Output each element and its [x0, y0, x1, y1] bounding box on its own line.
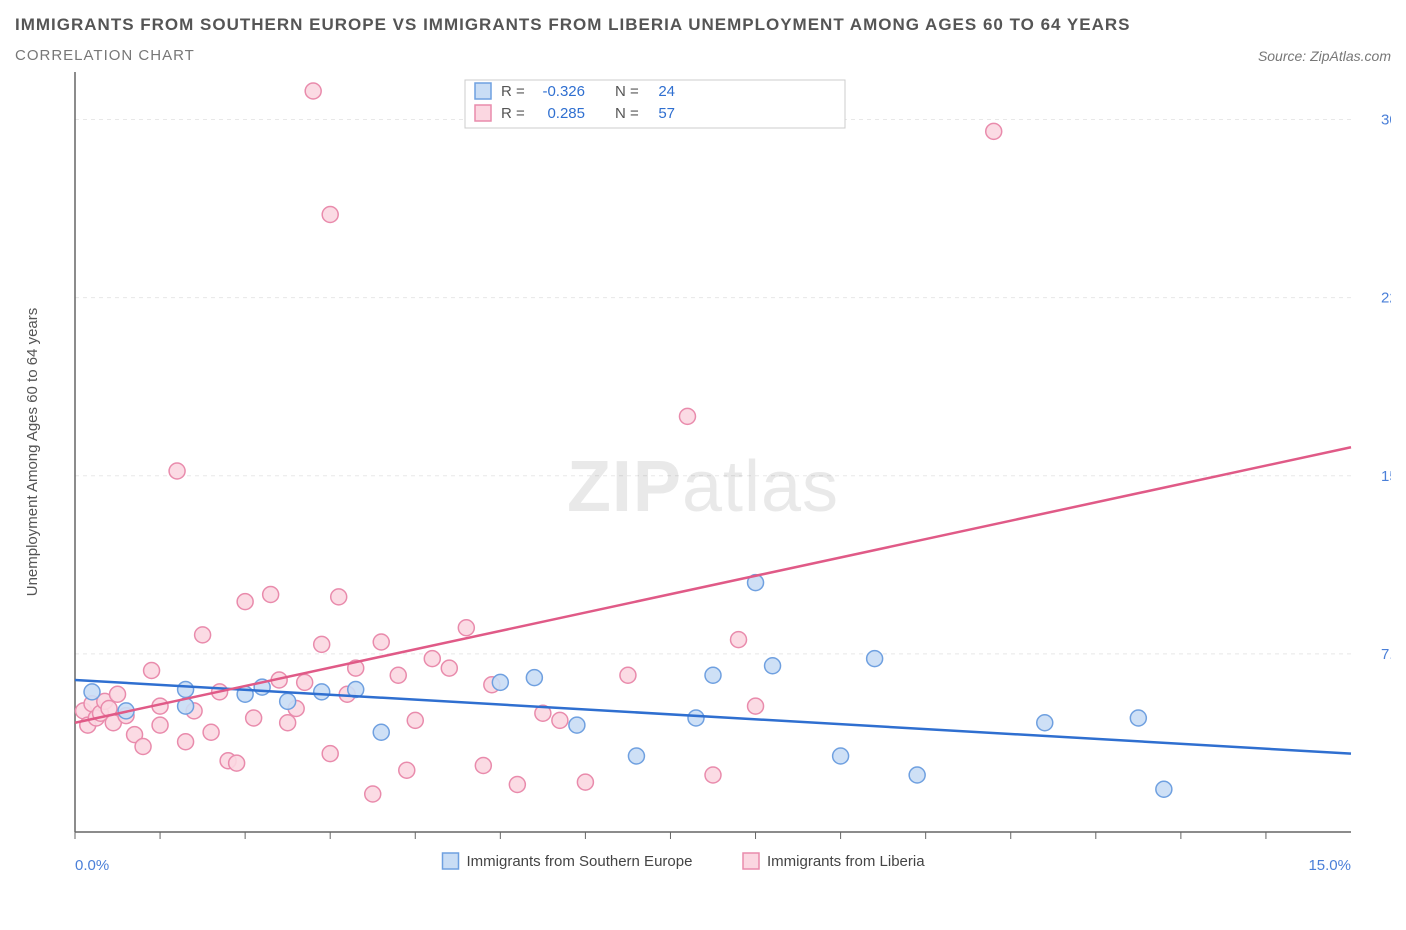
svg-text:15.0%: 15.0% [1381, 468, 1391, 485]
svg-text:30.0%: 30.0% [1381, 112, 1391, 129]
svg-text:0.285: 0.285 [547, 105, 585, 122]
svg-text:N =: N = [615, 83, 639, 100]
page-title: IMMIGRANTS FROM SOUTHERN EUROPE VS IMMIG… [15, 15, 1391, 35]
source-label: Source: ZipAtlas.com [1258, 48, 1391, 64]
correlation-chart: 30.0% 22.5% 15.0% 7.5% 0.0% 15.0% Immigrants f… [15, 72, 1391, 902]
svg-text:0.0%: 0.0% [75, 857, 109, 874]
svg-text:24: 24 [658, 83, 675, 100]
svg-text:N =: N = [615, 105, 639, 122]
svg-text:57: 57 [658, 105, 675, 122]
chart-subtitle: CORRELATION CHART [15, 47, 195, 64]
svg-text:15.0%: 15.0% [1308, 857, 1351, 874]
svg-text:Unemployment Among Ages 60 to: Unemployment Among Ages 60 to 64 years [24, 308, 41, 597]
svg-text:Immigrants from Liberia: Immigrants from Liberia [767, 853, 925, 870]
svg-text:R =: R = [501, 105, 525, 122]
svg-text:-0.326: -0.326 [542, 83, 585, 100]
svg-text:R =: R = [501, 83, 525, 100]
svg-text:22.5%: 22.5% [1381, 290, 1391, 307]
subtitle-row: CORRELATION CHART Source: ZipAtlas.com [15, 47, 1391, 64]
svg-text:7.5%: 7.5% [1381, 646, 1391, 663]
chart-container: 30.0% 22.5% 15.0% 7.5% 0.0% 15.0% Immigrants f… [15, 72, 1391, 902]
svg-text:Immigrants from Southern Europ: Immigrants from Southern Europe [467, 853, 693, 870]
